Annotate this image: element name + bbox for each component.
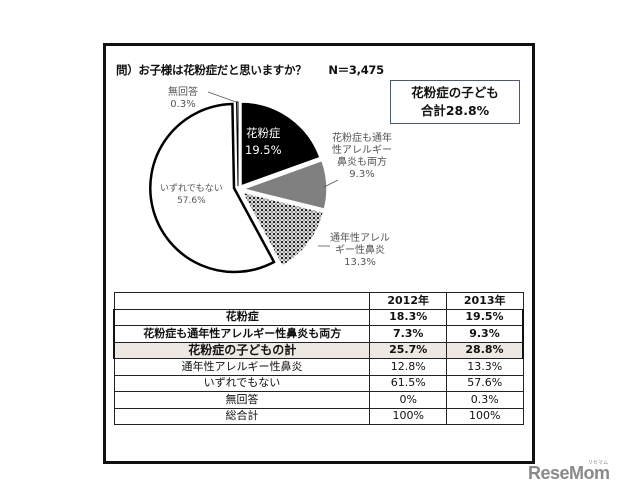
- label-no-answer: 無回答 0.3%: [168, 87, 198, 110]
- table-row-total-kafunsho: 花粉症の子どもの計 25.7% 28.8%: [113, 341, 524, 359]
- label-perennial: 通年性アレル ギー性鼻炎 13.3%: [330, 233, 390, 268]
- comparison-table: 2012年 2013年 花粉症 18.3% 19.5% 花粉症も通年性アレルギー…: [113, 292, 524, 425]
- callout-line2: 合計28.8%: [420, 103, 490, 118]
- label-neither: いずれでもない 57.6%: [160, 184, 223, 206]
- slice-both: [240, 159, 328, 211]
- table-row: 花粉症も通年性アレルギー性鼻炎も両方 7.3% 9.3%: [113, 325, 524, 343]
- sample-size: N＝3,475: [328, 63, 384, 77]
- callout-line1: 花粉症の子ども: [411, 85, 499, 100]
- table-row: 総合計 100% 100%: [113, 407, 524, 425]
- table-header-row: 2012年 2013年: [113, 292, 524, 310]
- slice-perennial: [240, 190, 325, 268]
- table-row: 花粉症 18.3% 19.5%: [113, 308, 524, 326]
- survey-question: 問）お子様は花粉症だと思いますか？ N＝3,475: [116, 62, 384, 78]
- slice-no-answer: [235, 101, 239, 187]
- resemom-logo[interactable]: ReseMom: [528, 463, 610, 483]
- slice-neither: [149, 102, 276, 274]
- table-row: 無回答 0% 0.3%: [113, 391, 524, 409]
- label-kafunsho: 花粉症 19.5%: [245, 126, 282, 157]
- slice-kafunsho: [240, 101, 321, 188]
- logo-furigana: リセマム: [588, 460, 609, 466]
- total-callout-box: 花粉症の子ども 合計28.8%: [390, 80, 520, 124]
- label-both: 花粉症も通年 性アレルギー 鼻炎も両方 9.3%: [332, 133, 392, 180]
- header-2013: 2013年: [445, 292, 524, 310]
- header-empty: [113, 292, 371, 310]
- header-2012: 2012年: [369, 292, 447, 310]
- question-text: 問）お子様は花粉症だと思いますか？: [116, 63, 307, 77]
- table-row: いずれでもない 61.5% 57.6%: [113, 374, 524, 392]
- table-row: 通年性アレルギー性鼻炎 12.8% 13.3%: [113, 358, 524, 376]
